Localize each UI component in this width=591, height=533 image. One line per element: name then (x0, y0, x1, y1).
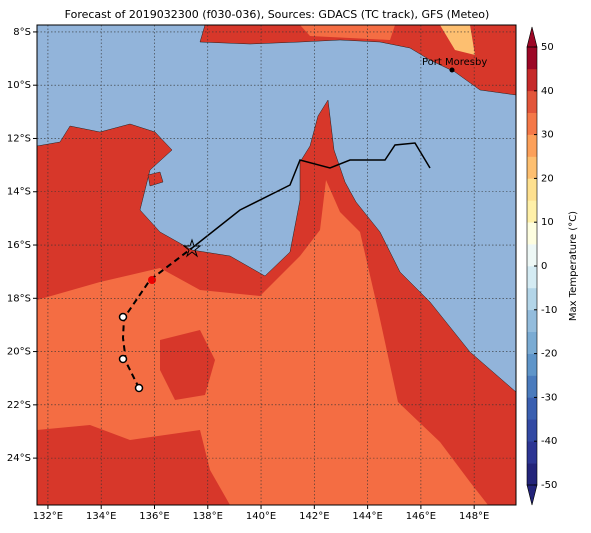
colorbar-band (527, 90, 537, 113)
colorbar-tick-label: -50 (541, 480, 557, 491)
colorbar-tick-label: 30 (541, 130, 554, 141)
forecast-track (121, 247, 193, 389)
x-tick-label: 132°E (33, 511, 63, 522)
land-png-hot (440, 25, 475, 55)
marker (118, 354, 128, 364)
colorbar-band (527, 397, 537, 420)
x-tick-label: 142°E (299, 511, 329, 522)
colorbar-label: Max Temperature (°C) (568, 211, 579, 321)
map: Port Moresby (37, 25, 516, 505)
colorbar-band (527, 419, 537, 442)
grid (37, 25, 516, 505)
colorbar-band (527, 331, 537, 354)
colorbar-band (527, 375, 537, 398)
x-tick-label: 136°E (139, 511, 169, 522)
x-tick-label: 134°E (86, 511, 116, 522)
colorbar-band (527, 68, 537, 92)
y-tick-label: 12°S (7, 133, 31, 144)
land-red-patch (37, 425, 230, 505)
colorbar-band (527, 463, 537, 486)
city-label: Port Moresby (422, 57, 487, 68)
land-red-patch (160, 330, 215, 400)
marker (118, 312, 128, 322)
colorbar-band (527, 134, 537, 157)
land-interior (37, 180, 488, 505)
colorbar-band (527, 353, 537, 376)
colorbar-tick-label: 0 (541, 261, 547, 272)
y-tick-label: 10°S (7, 80, 31, 91)
cyclone-track (118, 142, 431, 393)
x-tick-label: 138°E (193, 511, 223, 522)
colorbar-tick-label: -40 (541, 436, 557, 447)
colorbar: -50 -40 -30 -20 -10 0 10 20 30 40 50 Max Temperatur… (526, 26, 579, 506)
colorbar-tick-label: -30 (541, 392, 557, 403)
colorbar-tick-label: -10 (541, 305, 557, 316)
x-tick-label: 140°E (246, 511, 276, 522)
y-tick-label: 16°S (7, 240, 31, 251)
x-tick-label: 144°E (352, 511, 382, 522)
colorbar-extend-low (526, 484, 538, 506)
colorbar-band (527, 178, 537, 201)
colorbar-tick-label: 40 (541, 86, 554, 97)
x-tick-label: 146°E (406, 511, 436, 522)
colorbar-extend-high (526, 26, 538, 48)
colorbar-band (527, 287, 537, 311)
land-png-warm (300, 25, 395, 40)
x-tick-label: 148°E (459, 511, 489, 522)
colorbar-band (527, 112, 537, 135)
colorbar-band (527, 266, 537, 289)
colorbar-band (527, 47, 537, 70)
colorbar-tick-label: 20 (541, 173, 554, 184)
city-dot (449, 67, 455, 73)
colorbar-band (527, 156, 537, 179)
y-tick-label: 8°S (13, 27, 31, 38)
marker (148, 276, 156, 284)
colorbar-band (527, 441, 537, 464)
colorbar-tick-label: 10 (541, 217, 554, 228)
colorbar-band (527, 222, 537, 245)
marker (134, 383, 144, 393)
island (147, 171, 164, 187)
y-tick-label: 20°S (7, 347, 31, 358)
colorbar-tick-label: -20 (541, 349, 557, 360)
land-png (199, 25, 516, 96)
colorbar-band (527, 244, 537, 267)
colorbar-band (527, 309, 537, 332)
y-tick-label: 14°S (7, 187, 31, 198)
y-tick-label: 22°S (7, 400, 31, 411)
colorbar-band (527, 200, 537, 223)
y-tick-label: 24°S (7, 453, 31, 464)
title: Forecast of 2019032300 (f030-036), Sourc… (65, 8, 490, 21)
star-marker (182, 238, 202, 258)
observed-track (191, 142, 431, 249)
colorbar-tick-label: 50 (541, 42, 554, 53)
map-frame (36, 24, 517, 506)
y-tick-label: 18°S (7, 293, 31, 304)
